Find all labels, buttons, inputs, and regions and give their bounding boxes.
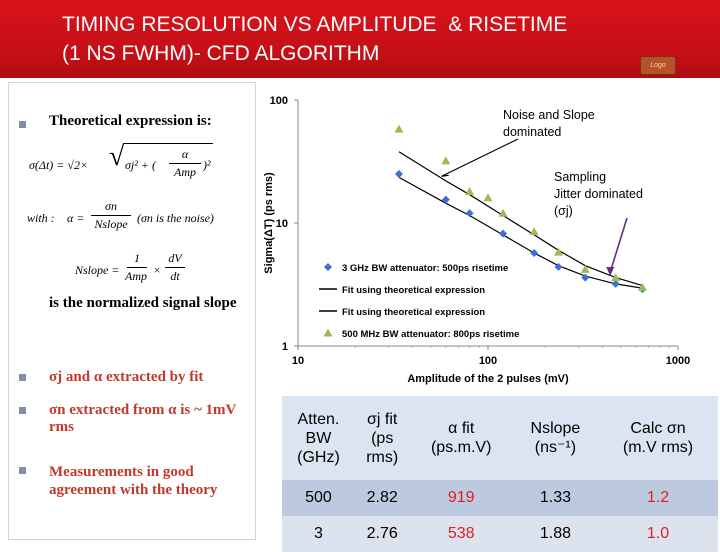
legend-marker-3ghz bbox=[324, 263, 332, 271]
legend-label: 3 GHz BW attenuator: 500ps risetime bbox=[342, 263, 508, 274]
data-point-500mhz bbox=[498, 208, 508, 217]
table-cell: 919 bbox=[409, 480, 513, 516]
results-table: Atten. BW (GHz) σj fit (ps rms) α fit (ps.m.V) N… bbox=[282, 396, 718, 552]
data-point-500mhz bbox=[637, 282, 647, 291]
x-tick-label: 100 bbox=[479, 355, 497, 367]
table-cell: 538 bbox=[409, 516, 513, 552]
table-cell: 1.88 bbox=[512, 516, 598, 552]
table-cell: 500 bbox=[282, 480, 355, 516]
x-axis-label: Amplitude of the 2 pulses (mV) bbox=[407, 373, 569, 385]
with-label: with : bbox=[27, 211, 55, 225]
bullet-sigma-n-line2: rms bbox=[49, 419, 74, 435]
chart-legend: 3 GHz BW attenuator: 500ps risetime Fit u… bbox=[319, 263, 519, 340]
table-header-row: Atten. BW (GHz) σj fit (ps rms) α fit (ps.m.V) N… bbox=[282, 396, 718, 480]
bullet-fit: σj and α extracted by fit bbox=[49, 369, 204, 385]
table-cell: 2.76 bbox=[354, 516, 410, 552]
annotation-sampling-jitter: (σj) bbox=[554, 204, 573, 218]
annotation-sampling-jitter: Jitter dominated bbox=[554, 187, 643, 201]
legend-label: 500 MHz BW attenuator: 800ps risetime bbox=[342, 329, 519, 340]
timing-chart: 10 100 1000 1 10 100 Amplitude of the 2 pulses… bbox=[263, 95, 690, 385]
data-point-500mhz bbox=[441, 156, 451, 165]
chart-annotations: Noise and Slope dominated Sampling Jitter d… bbox=[441, 108, 643, 276]
table-header-text: (m.V rms) bbox=[622, 439, 694, 456]
data-points bbox=[394, 124, 647, 294]
table-cell: 1.2 bbox=[597, 480, 718, 516]
data-point-500mhz bbox=[580, 264, 590, 273]
slide-title-line1: TIMING RESOLUTION VS AMPLITUDE & RISETIM… bbox=[62, 13, 568, 36]
table-cell: 2.82 bbox=[354, 480, 410, 516]
y-axis-label: Sigma(ΔT) (ps rms) bbox=[263, 172, 275, 274]
y-tick-label: 10 bbox=[276, 218, 288, 230]
bullet-agreement-line1: Measurements in good bbox=[49, 464, 194, 480]
table-header-cell: σj fit (ps rms) bbox=[354, 396, 410, 480]
table-row: 3 2.76 538 1.88 1.0 bbox=[282, 516, 718, 552]
formula-nslope: Nslope = bbox=[75, 263, 120, 277]
x-tick-label: 1000 bbox=[666, 355, 690, 367]
data-point-3ghz bbox=[441, 195, 450, 204]
table-cell: 1.0 bbox=[597, 516, 718, 552]
data-point-500mhz bbox=[394, 124, 404, 133]
left-panel: Theoretical expression is: σ(Δt) = √2× √… bbox=[8, 82, 256, 540]
table-header-cell: Atten. BW (GHz) bbox=[282, 396, 355, 480]
title-bar: TIMING RESOLUTION VS AMPLITUDE & RISETIM… bbox=[0, 0, 720, 78]
data-point-3ghz bbox=[394, 170, 403, 179]
table-header-text: Nslope bbox=[530, 420, 581, 437]
table-header-cell: Calc σn (m.V rms) bbox=[597, 396, 718, 480]
annotation-noise-slope: Noise and Slope bbox=[503, 108, 595, 122]
data-point-500mhz bbox=[611, 273, 621, 282]
data-point-500mhz bbox=[465, 187, 475, 196]
table-cell: 3 bbox=[282, 516, 355, 552]
data-point-3ghz bbox=[581, 273, 590, 282]
table-header-text: rms) bbox=[366, 448, 399, 466]
table-header-cell: Nslope (ns⁻¹) bbox=[512, 396, 598, 480]
chart-axes: 10 100 1000 1 10 100 Amplitude of the 2 pulses… bbox=[263, 95, 690, 385]
table-header-text: (ns⁻¹) bbox=[534, 439, 577, 456]
bullet-agreement-line2: agreement with the theory bbox=[49, 482, 218, 498]
legend-label: Fit using theoretical expression bbox=[342, 307, 485, 318]
legend-label: Fit using theoretical expression bbox=[342, 285, 485, 296]
table-header-cell: α fit (ps.m.V) bbox=[409, 396, 513, 480]
data-point-3ghz bbox=[554, 262, 563, 271]
logo: Logo bbox=[640, 56, 676, 75]
table-header-text: Atten. bbox=[297, 410, 340, 428]
table-header-text: (GHz) bbox=[297, 448, 340, 466]
normalized-slope-text: is the normalized signal slope bbox=[49, 295, 237, 311]
formula-sigma: σ(Δt) = √2× bbox=[29, 158, 89, 172]
table-header-text: (ps bbox=[371, 429, 394, 447]
slide-title: TIMING RESOLUTION VS AMPLITUDE & RISETIM… bbox=[62, 10, 567, 68]
bullet-theoretical: Theoretical expression is: bbox=[49, 113, 212, 129]
annotation-arrow bbox=[609, 217, 628, 273]
data-point-3ghz bbox=[611, 279, 620, 288]
annotation-sampling-jitter: Sampling bbox=[554, 170, 606, 184]
table-row: 500 2.82 919 1.33 1.2 bbox=[282, 480, 718, 516]
data-point-500mhz bbox=[529, 227, 539, 236]
y-tick-label: 100 bbox=[270, 95, 288, 107]
data-point-3ghz bbox=[499, 229, 508, 238]
slide-title-line2: (1 NS FWHM)- CFD ALGORITHM bbox=[62, 42, 380, 65]
table-header-text: BW bbox=[305, 429, 332, 447]
data-point-3ghz bbox=[465, 209, 474, 218]
data-point-3ghz bbox=[530, 249, 539, 258]
x-tick-label: 10 bbox=[292, 355, 304, 367]
data-point-500mhz bbox=[483, 193, 493, 202]
legend-marker-500mhz bbox=[323, 328, 333, 337]
table-cell: 1.33 bbox=[512, 480, 598, 516]
annotation-arrow bbox=[441, 138, 519, 177]
table-header-text: Calc σn bbox=[630, 420, 686, 437]
table-header-text: (ps.m.V) bbox=[430, 439, 492, 456]
noise-note: (σn is the noise) bbox=[137, 211, 214, 225]
annotation-arrow-head bbox=[606, 266, 615, 276]
table-header-text: α fit bbox=[448, 420, 475, 437]
formula-sigma-j: σj² + ( bbox=[125, 158, 156, 172]
bullet-sigma-n-line1: σn extracted from α is ~ 1mV bbox=[49, 402, 237, 418]
data-point-500mhz bbox=[554, 247, 564, 256]
annotation-noise-slope: dominated bbox=[503, 125, 561, 139]
bullet-marker bbox=[19, 121, 26, 128]
annotation-arrow-head bbox=[441, 174, 449, 177]
y-tick-label: 1 bbox=[282, 341, 288, 353]
table-header-text: σj fit bbox=[367, 410, 398, 428]
